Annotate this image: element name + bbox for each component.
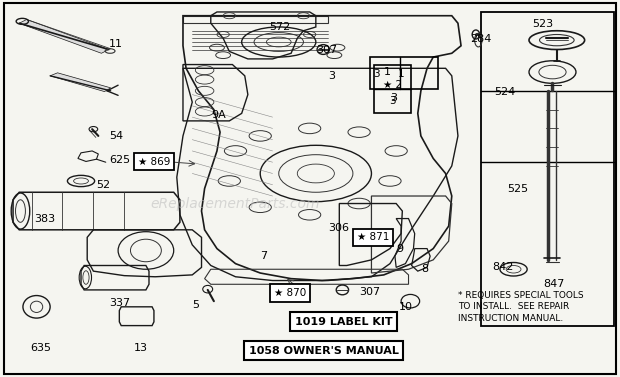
Polygon shape xyxy=(19,20,109,53)
Text: 1058 OWNER'S MANUAL: 1058 OWNER'S MANUAL xyxy=(249,346,399,356)
Text: 625: 625 xyxy=(109,155,130,166)
Text: 10: 10 xyxy=(399,302,414,312)
Text: 847: 847 xyxy=(543,279,565,289)
Text: ★ 871: ★ 871 xyxy=(357,232,389,242)
Text: 635: 635 xyxy=(30,343,51,353)
Polygon shape xyxy=(50,73,111,92)
Text: eReplacementParts.com: eReplacementParts.com xyxy=(151,196,321,210)
Text: INSTRUCTION MANUAL.: INSTRUCTION MANUAL. xyxy=(458,314,563,323)
Text: 523: 523 xyxy=(532,19,553,29)
Text: 9: 9 xyxy=(396,244,403,254)
Text: 337: 337 xyxy=(109,298,130,308)
Text: 307: 307 xyxy=(359,287,380,297)
Text: 3: 3 xyxy=(390,93,397,103)
Text: 383: 383 xyxy=(35,213,56,224)
Text: 842: 842 xyxy=(492,262,513,272)
Text: ★ 869: ★ 869 xyxy=(138,156,170,167)
Text: 3: 3 xyxy=(328,71,335,81)
Text: 1: 1 xyxy=(398,69,404,78)
Bar xyxy=(370,57,438,89)
Text: 9A: 9A xyxy=(211,110,226,120)
Text: ★ 2: ★ 2 xyxy=(383,80,402,90)
Text: 13: 13 xyxy=(133,343,148,353)
Text: ★ 870: ★ 870 xyxy=(274,288,306,298)
Bar xyxy=(374,64,411,113)
Text: * REQUIRES SPECIAL TOOLS: * REQUIRES SPECIAL TOOLS xyxy=(458,291,583,300)
Text: 3: 3 xyxy=(373,69,379,78)
Text: TO INSTALL.  SEE REPAIR: TO INSTALL. SEE REPAIR xyxy=(458,302,569,311)
Text: 3: 3 xyxy=(389,97,396,106)
Text: 54: 54 xyxy=(109,131,123,141)
Text: 11: 11 xyxy=(109,39,123,49)
Text: 1019 LABEL KIT: 1019 LABEL KIT xyxy=(295,317,392,327)
Text: 7: 7 xyxy=(260,251,267,261)
Text: 524: 524 xyxy=(494,87,515,97)
Text: 306: 306 xyxy=(328,223,349,233)
Text: 5: 5 xyxy=(192,300,199,310)
Text: 52: 52 xyxy=(97,180,110,190)
Text: 525: 525 xyxy=(507,184,528,193)
Text: 572: 572 xyxy=(270,22,291,32)
Text: 8: 8 xyxy=(421,264,428,274)
Text: 307: 307 xyxy=(316,44,337,55)
Text: 284: 284 xyxy=(471,34,492,44)
Text: 1: 1 xyxy=(384,67,391,77)
Bar xyxy=(482,12,614,326)
